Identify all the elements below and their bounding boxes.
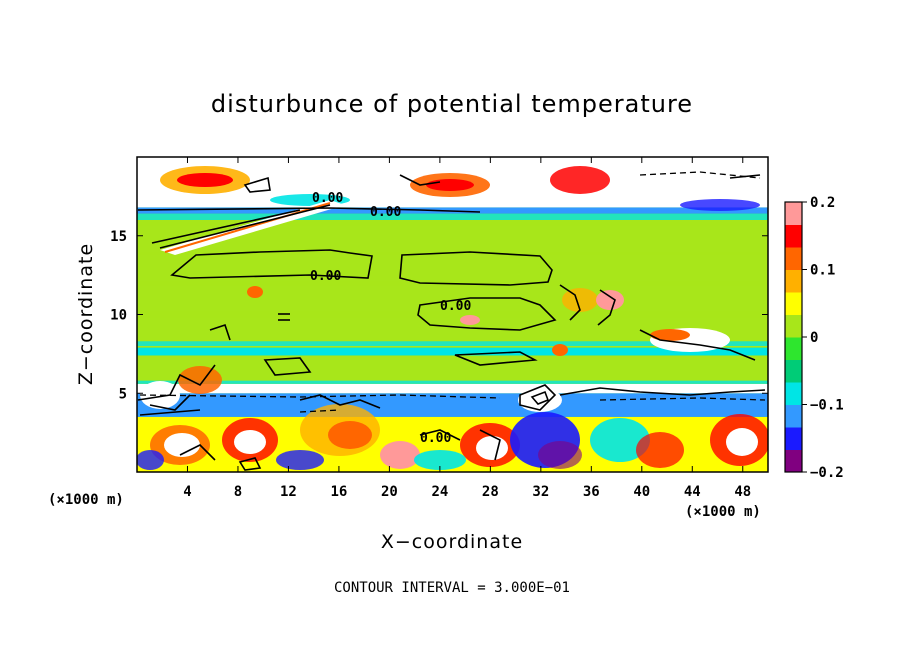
y-tick-label: 5: [119, 386, 127, 402]
colorbar-swatch: [785, 427, 802, 450]
contour-label-group: 0.00 0.00 0.00 0.00 0.00: [310, 191, 471, 446]
colorbar-swatch: [785, 359, 802, 383]
field-band: [137, 383, 768, 394]
contour-lines: [137, 174, 766, 471]
anomaly-patches: [137, 161, 768, 470]
x-tick-label: 28: [482, 484, 499, 500]
colorbar-tick-label: −0.1: [810, 398, 844, 414]
colorbar-swatch: [785, 224, 802, 248]
x-tick-label: 12: [280, 484, 297, 500]
x-tick-label: 16: [330, 484, 347, 500]
y-axis: 5 10 15: [110, 229, 768, 402]
colorbar-swatch: [785, 247, 802, 270]
colorbar-swatch: [785, 314, 802, 338]
field-band: [137, 380, 768, 384]
colorbar-swatch: [785, 449, 802, 473]
field-band: [137, 347, 768, 356]
colorbar-swatch: [785, 337, 802, 360]
y-axis-unit: (×1000 m): [48, 492, 124, 508]
x-axis: 4 8 12 16 20 24 28 32 36 40 44 48: [183, 157, 751, 500]
colorbar-tick-label: 0: [810, 330, 818, 346]
x-axis-label: X−coordinate: [381, 531, 523, 553]
field-band: [137, 221, 768, 227]
colorbar-swatch: [785, 202, 802, 225]
contour-label: 0.00: [440, 299, 471, 314]
field-band: [137, 355, 768, 384]
x-tick-label: 40: [633, 484, 650, 500]
field-band: [137, 311, 768, 318]
x-axis-unit: (×1000 m): [685, 504, 761, 520]
x-tick-label: 4: [183, 484, 191, 500]
contour-label: 0.00: [420, 431, 451, 446]
temperature-field: [137, 157, 768, 472]
y-tick-label: 10: [110, 308, 127, 324]
colorbar-swatch: [785, 269, 802, 293]
colorbar-tick-label: 0.2: [810, 195, 835, 211]
contour-label: 0.00: [312, 191, 343, 206]
colorbar: 0.2 0.1 0 −0.1 −0.2: [784, 195, 844, 481]
x-tick-label: 20: [381, 484, 398, 500]
field-band: [137, 341, 768, 346]
colorbar-swatch: [785, 382, 802, 405]
colorbar-tick-label: 0.1: [810, 263, 835, 279]
x-tick-label: 24: [431, 484, 448, 500]
colorbar-tick-label: −0.2: [810, 465, 844, 481]
x-tick-label: 8: [234, 484, 242, 500]
contour-interval-note: CONTOUR INTERVAL = 3.000E−01: [334, 580, 570, 596]
chart-title: disturbunce of potential temperature: [211, 90, 693, 118]
colorbar-swatch: [785, 292, 802, 315]
contour-label: 0.00: [370, 205, 401, 220]
x-tick-label: 48: [734, 484, 751, 500]
field-band: [137, 213, 768, 348]
x-tick-label: 32: [532, 484, 549, 500]
colorbar-swatch: [785, 404, 802, 428]
contour-label: 0.00: [310, 269, 341, 284]
field-band: [137, 213, 768, 220]
y-tick-label: 15: [110, 229, 127, 245]
x-tick-label: 44: [684, 484, 701, 500]
y-axis-label: Z−coordinate: [75, 243, 97, 385]
x-tick-label: 36: [583, 484, 600, 500]
